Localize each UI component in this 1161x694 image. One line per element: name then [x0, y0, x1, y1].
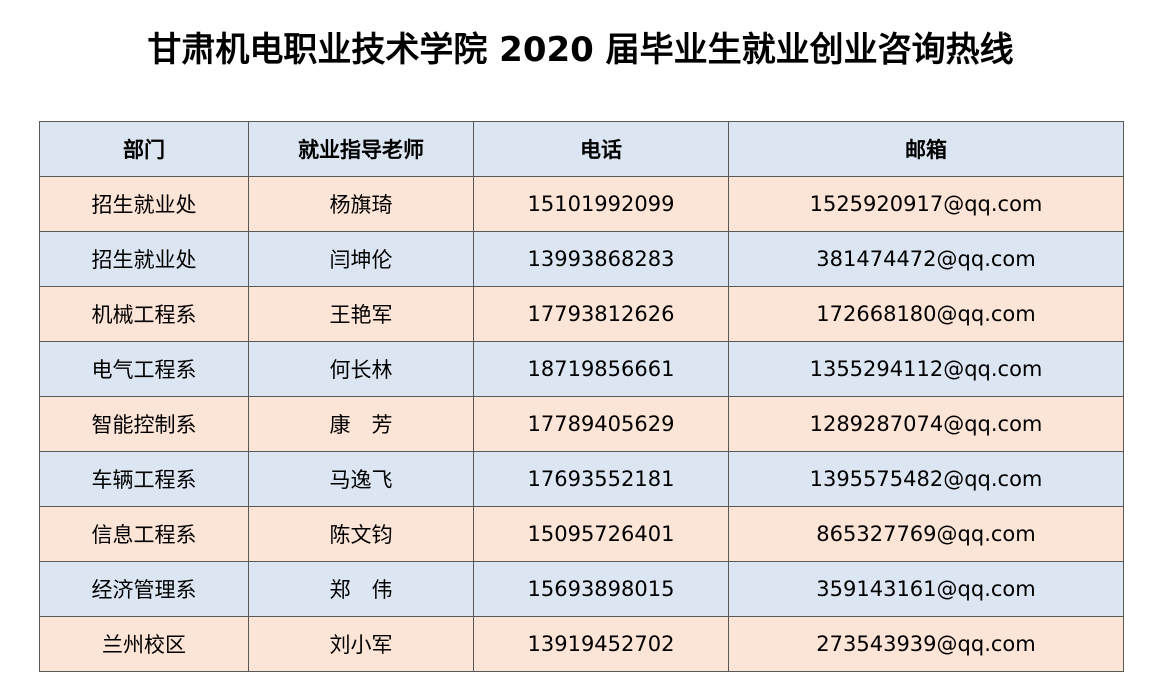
cell-dept: 信息工程系: [39, 506, 249, 562]
cell-teacher: 刘小军: [248, 616, 474, 672]
table-row: 经济管理系 郑 伟 15693898015 359143161@qq.com: [39, 561, 1124, 617]
cell-teacher: 王艳军: [248, 286, 474, 342]
cell-teacher: 杨旗琦: [248, 176, 474, 232]
cell-phone: 15101992099: [473, 176, 729, 232]
cell-dept: 兰州校区: [39, 616, 249, 672]
cell-phone: 15693898015: [473, 561, 729, 617]
table-row: 智能控制系 康 芳 17789405629 1289287074@qq.com: [39, 396, 1124, 452]
cell-email: 172668180@qq.com: [728, 286, 1124, 342]
cell-dept: 招生就业处: [39, 176, 249, 232]
cell-phone: 17793812626: [473, 286, 729, 342]
cell-email: 1525920917@qq.com: [728, 176, 1124, 232]
cell-dept: 电气工程系: [39, 341, 249, 397]
table-row: 车辆工程系 马逸飞 17693552181 1395575482@qq.com: [39, 451, 1124, 507]
page-title: 甘肃机电职业技术学院 2020 届毕业生就业创业咨询热线: [147, 30, 1014, 70]
cell-email: 1395575482@qq.com: [728, 451, 1124, 507]
cell-teacher: 陈文钧: [248, 506, 474, 562]
cell-teacher: 马逸飞: [248, 451, 474, 507]
cell-dept: 机械工程系: [39, 286, 249, 342]
cell-dept: 智能控制系: [39, 396, 249, 452]
cell-phone: 13993868283: [473, 231, 729, 287]
cell-dept: 招生就业处: [39, 231, 249, 287]
cell-email: 273543939@qq.com: [728, 616, 1124, 672]
cell-dept: 经济管理系: [39, 561, 249, 617]
cell-email: 1355294112@qq.com: [728, 341, 1124, 397]
cell-phone: 13919452702: [473, 616, 729, 672]
header-dept: 部门: [39, 121, 249, 177]
cell-teacher: 闫坤伦: [248, 231, 474, 287]
cell-phone: 17693552181: [473, 451, 729, 507]
cell-email: 1289287074@qq.com: [728, 396, 1124, 452]
table-row: 电气工程系 何长林 18719856661 1355294112@qq.com: [39, 341, 1124, 397]
table-row: 兰州校区 刘小军 13919452702 273543939@qq.com: [39, 616, 1124, 672]
table-row: 信息工程系 陈文钧 15095726401 865327769@qq.com: [39, 506, 1124, 562]
cell-email: 381474472@qq.com: [728, 231, 1124, 287]
cell-phone: 15095726401: [473, 506, 729, 562]
cell-email: 865327769@qq.com: [728, 506, 1124, 562]
header-phone: 电话: [473, 121, 729, 177]
cell-teacher: 何长林: [248, 341, 474, 397]
header-teacher: 就业指导老师: [248, 121, 474, 177]
cell-dept: 车辆工程系: [39, 451, 249, 507]
table-row: 机械工程系 王艳军 17793812626 172668180@qq.com: [39, 286, 1124, 342]
cell-email: 359143161@qq.com: [728, 561, 1124, 617]
cell-phone: 18719856661: [473, 341, 729, 397]
cell-teacher: 郑 伟: [248, 561, 474, 617]
cell-phone: 17789405629: [473, 396, 729, 452]
table-header-row: 部门 就业指导老师 电话 邮箱: [39, 121, 1124, 177]
table-row: 招生就业处 杨旗琦 15101992099 1525920917@qq.com: [39, 176, 1124, 232]
hotline-table: 部门 就业指导老师 电话 邮箱 招生就业处 杨旗琦 15101992099 15…: [39, 121, 1124, 672]
table-row: 招生就业处 闫坤伦 13993868283 381474472@qq.com: [39, 231, 1124, 287]
header-email: 邮箱: [728, 121, 1124, 177]
cell-teacher: 康 芳: [248, 396, 474, 452]
